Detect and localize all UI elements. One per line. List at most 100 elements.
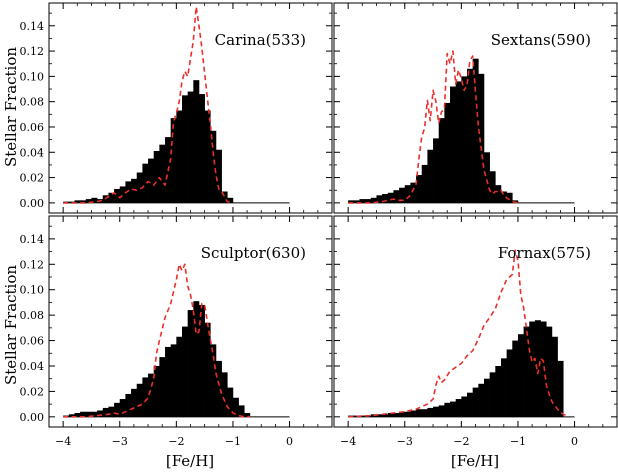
panel-sculptor: −4 −3 −2 −1 0 0.00 0.02 0.04 0.06 0.08 0.10 0.12 0.1… — [20, 215, 333, 448]
histogram-bar-carina — [210, 130, 217, 203]
histogram-bar-fornax — [472, 387, 479, 417]
histogram-bar-carina — [91, 197, 98, 203]
histogram-bar-sextans — [450, 86, 456, 203]
histogram-bar-fornax — [483, 378, 490, 417]
histogram-bar-fornax — [455, 399, 462, 417]
y-axis-label-bottom: Stellar Fraction — [2, 265, 20, 385]
y-tick-label-sculptor: 0.02 — [20, 385, 45, 398]
histogram-bar-sextans — [461, 76, 468, 203]
histogram-bar-sextans — [387, 192, 394, 203]
histogram-bar-sextans — [404, 185, 411, 203]
histogram-bar-fornax — [461, 396, 468, 417]
histogram-bar-fornax — [478, 383, 485, 417]
x-axis-label-left: [Fe/H] — [166, 452, 214, 470]
histogram-bar-fornax — [529, 321, 536, 417]
histogram-bar-sextans — [483, 152, 490, 203]
histogram-bar-sculptor — [244, 413, 251, 417]
histogram-bar-sextans — [472, 58, 479, 203]
histogram-bar-sculptor — [193, 301, 200, 417]
histogram-bar-carina — [182, 95, 188, 203]
histogram-bar-carina — [148, 158, 155, 203]
histogram-bar-sculptor — [198, 304, 205, 417]
histogram-bar-carina — [136, 172, 143, 203]
histogram-bar-sextans — [500, 191, 507, 203]
histogram-bar-sextans — [393, 190, 400, 203]
histogram-bar-fornax — [416, 409, 423, 417]
panel-title-sextans: Sextans(590) — [491, 31, 591, 49]
histogram-bar-sextans — [410, 182, 417, 203]
histogram-bar-sextans — [427, 149, 434, 203]
histogram-bar-fornax — [540, 321, 547, 417]
histogram-bar-carina — [176, 110, 183, 203]
histogram-bar-sextans — [416, 175, 423, 203]
model-curve-sculptor — [63, 263, 250, 418]
histogram-bar-carina — [142, 163, 149, 203]
histogram-bar-sculptor — [142, 377, 149, 417]
histogram-bar-fornax — [438, 405, 445, 417]
y-tick-label-sculptor: 0.12 — [20, 258, 45, 271]
histogram-bar-sextans — [353, 200, 360, 203]
y-axis-label-top: Stellar Fraction — [2, 47, 20, 167]
y-tick-label-carina: 0.12 — [20, 45, 45, 58]
histogram-bar-sculptor — [108, 406, 115, 417]
histogram-bar-fornax — [382, 414, 389, 417]
histogram-bar-sextans — [382, 194, 389, 203]
histogram-bar-fornax — [551, 336, 558, 417]
histogram-bar-carina — [227, 197, 234, 203]
histogram-bar-carina — [159, 144, 166, 203]
y-tick-label-carina: 0.10 — [20, 70, 45, 83]
y-tick-label-carina: 0.14 — [20, 20, 45, 33]
histogram-bar-fornax — [410, 410, 417, 417]
histogram-bar-carina — [85, 199, 92, 203]
panel-title-sculptor: Sculptor(630) — [201, 244, 306, 262]
histogram-bar-carina — [193, 80, 200, 203]
histogram-bar-sextans — [348, 200, 355, 203]
x-axis-label-right: [Fe/H] — [451, 452, 499, 470]
histogram-bar-carina — [153, 151, 160, 203]
histogram-bar-sculptor — [187, 310, 194, 417]
y-tick-label-sculptor: 0.14 — [20, 233, 45, 246]
x-tick-label-fornax: −2 — [453, 435, 469, 448]
panel-fornax: −4 −3 −2 −1 0 Fornax(575) — [333, 215, 618, 448]
x-tick-label-sculptor: 0 — [286, 435, 293, 448]
panel-carina: 0.00 0.02 0.04 0.06 0.08 0.10 0.12 0.14 Carina(5… — [20, 2, 333, 214]
histogram-bar-carina — [80, 200, 87, 203]
histogram-bar-sculptor — [204, 322, 211, 417]
histogram-bar-sculptor — [80, 411, 87, 417]
histogram-bar-sculptor — [170, 344, 177, 417]
histogram-bar-sculptor — [159, 357, 166, 417]
histogram-bar-sextans — [506, 192, 513, 203]
histogram-bar-carina — [187, 91, 194, 203]
histogram-bar-sculptor — [102, 407, 109, 417]
histogram-bar-carina — [108, 192, 115, 203]
histogram-bar-fornax — [376, 414, 383, 417]
histogram-bar-sculptor — [232, 397, 239, 417]
model-curve-carina — [63, 6, 234, 204]
histogram-bar-carina — [125, 181, 132, 203]
histogram-bar-fornax — [500, 358, 507, 417]
histogram-bar-sculptor — [176, 336, 183, 417]
histogram-bar-sextans — [365, 199, 372, 203]
histogram-bar-fornax — [523, 326, 530, 417]
histogram-bar-carina — [221, 191, 228, 203]
histogram-bar-fornax — [387, 413, 394, 417]
histogram-bar-sculptor — [97, 410, 104, 417]
histogram-bar-sextans — [478, 73, 485, 203]
histogram-bar-carina — [198, 94, 205, 203]
histogram-bar-fornax — [495, 365, 502, 417]
panel-title-carina: Carina(533) — [215, 31, 306, 49]
y-tick-label-sculptor: 0.08 — [20, 309, 45, 322]
x-tick-label-sculptor: −3 — [112, 435, 128, 448]
histogram-bar-fornax — [450, 401, 456, 417]
histogram-bar-sculptor — [125, 393, 132, 417]
histogram-bar-carina — [215, 149, 222, 203]
histogram-bar-fornax — [404, 411, 411, 417]
histogram-bar-sculptor — [182, 326, 188, 417]
histogram-bar-fornax — [546, 326, 553, 417]
histogram-bar-fornax — [517, 334, 524, 417]
histogram-bar-sculptor — [148, 373, 155, 417]
y-tick-label-carina: 0.02 — [20, 172, 45, 185]
histogram-bar-sextans — [438, 118, 445, 203]
